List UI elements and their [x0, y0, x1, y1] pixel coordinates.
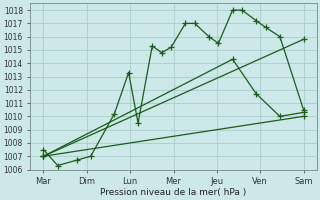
X-axis label: Pression niveau de la mer( hPa ): Pression niveau de la mer( hPa ) — [100, 188, 247, 197]
